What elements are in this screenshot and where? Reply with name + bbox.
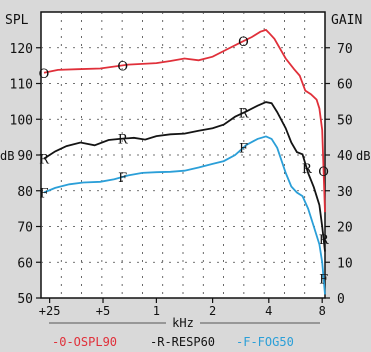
right-axis-title: GAIN xyxy=(331,13,362,28)
series-marker: R xyxy=(118,133,129,148)
series-marker: R xyxy=(319,233,330,248)
x-axis-label: kHz xyxy=(172,316,194,330)
x-tick-label: 1 xyxy=(153,304,160,318)
series-marker: O xyxy=(39,67,50,82)
legend-item: -F-FOG50 xyxy=(236,335,294,349)
right-tick-label: 40 xyxy=(337,149,353,164)
right-tick-label: 50 xyxy=(337,113,353,128)
series-line-O xyxy=(43,28,326,213)
x-tick-label: 2 xyxy=(209,304,216,318)
series-marker: R xyxy=(239,107,250,122)
left-tick-label: 110 xyxy=(10,78,33,93)
x-tick-label: +25 xyxy=(39,304,61,318)
right-tick-label: 70 xyxy=(337,42,353,57)
left-tick-label: 80 xyxy=(17,185,33,200)
right-axis-unit: dB xyxy=(356,149,370,163)
right-tick-label: 30 xyxy=(337,185,353,200)
left-tick-label: 90 xyxy=(17,149,33,164)
series-marker: O xyxy=(238,35,249,50)
right-tick-label: 10 xyxy=(337,256,353,271)
right-tick-label: 0 xyxy=(337,292,345,307)
series-marker: R xyxy=(302,162,313,177)
series-marker: F xyxy=(319,272,328,287)
axes: SPL GAIN dB dB kHz 50 0 60 10 70 20 80 30 90 40 10… xyxy=(0,13,370,330)
left-tick-label: 120 xyxy=(10,42,33,57)
series-marker: R xyxy=(39,153,50,168)
legend-item: -R-RESP60 xyxy=(150,335,215,349)
left-axis-unit: dB xyxy=(0,149,14,163)
left-tick-label: 60 xyxy=(17,256,33,271)
series-line-R xyxy=(43,101,326,252)
legend-item: -0-OSPL90 xyxy=(52,335,117,349)
x-tick-label: +5 xyxy=(96,304,110,318)
series-marker: F xyxy=(239,141,248,156)
series-line-F xyxy=(43,135,326,295)
right-tick-label: 60 xyxy=(337,78,353,93)
left-axis-title: SPL xyxy=(5,13,29,28)
right-tick-label: 20 xyxy=(337,221,353,236)
legend: -0-OSPL90 -R-RESP60 -F-FOG50 xyxy=(52,335,294,349)
series-marker: F xyxy=(118,171,127,186)
left-tick-label: 50 xyxy=(17,292,33,307)
left-tick-label: 70 xyxy=(17,221,33,236)
series-marker: O xyxy=(117,59,128,74)
series-marker: F xyxy=(39,187,48,202)
x-tick-label: 8 xyxy=(319,304,326,318)
x-tick-label: 4 xyxy=(265,304,272,318)
series-marker: O xyxy=(318,165,329,180)
left-tick-label: 100 xyxy=(10,113,33,128)
